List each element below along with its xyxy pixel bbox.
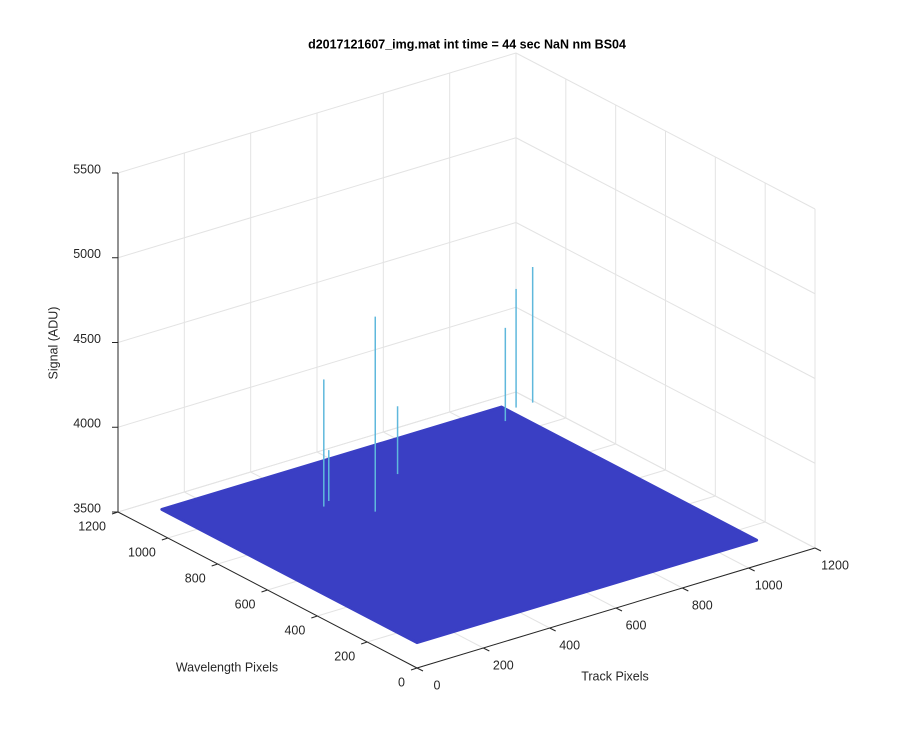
y-tick-label: 1200 (78, 519, 106, 533)
x-axis-label: Track Pixels (581, 669, 649, 683)
x-tick-label: 1200 (821, 558, 849, 572)
y-tick (211, 563, 218, 567)
y-tick-label: 0 (398, 675, 405, 689)
y-tick-label: 600 (235, 597, 256, 611)
z-axis-label: Signal (ADU) (46, 307, 60, 380)
x-tick-label: 600 (626, 618, 647, 632)
x-tick (483, 647, 490, 652)
x-tick-label: 200 (493, 658, 514, 672)
y-tick (410, 667, 418, 671)
x-tick (615, 607, 623, 612)
x-tick-label: 0 (434, 678, 441, 692)
y-tick (361, 641, 368, 645)
y-tick-label: 200 (334, 649, 355, 663)
x-tick (416, 667, 424, 672)
z-tick-label: 4000 (73, 417, 101, 431)
y-tick (311, 615, 318, 619)
z-tick-label: 4500 (73, 332, 101, 346)
x-tick-label: 800 (692, 598, 713, 612)
x-tick-label: 400 (559, 638, 580, 652)
x-tick-label: 1000 (755, 578, 783, 592)
z-tick-label: 5500 (73, 162, 101, 176)
surface (160, 405, 759, 645)
y-tick-label: 400 (284, 623, 305, 637)
z-tick-label: 3500 (73, 501, 101, 515)
grid-line (515, 391, 816, 549)
x-tick (682, 587, 689, 592)
y-tick (261, 589, 268, 593)
y-tick (161, 537, 168, 541)
grid-line (515, 222, 816, 379)
chart-title: d2017121607_img.mat int time = 44 sec Na… (308, 37, 626, 51)
x-tick (748, 567, 755, 572)
grid-line (117, 137, 517, 259)
x-tick (814, 547, 822, 552)
grid-line (515, 52, 816, 210)
grid-line (117, 222, 517, 343)
grid-line (515, 137, 816, 295)
x-tick (549, 627, 556, 632)
y-axis-label: Wavelength Pixels (176, 660, 278, 674)
z-tick-label: 5000 (73, 247, 101, 261)
grid-line (515, 306, 816, 464)
y-tick-label: 1000 (128, 545, 156, 559)
grid-line (117, 391, 517, 513)
grid-line (117, 52, 517, 174)
y-tick-label: 800 (185, 571, 206, 585)
grid-line (117, 306, 517, 428)
